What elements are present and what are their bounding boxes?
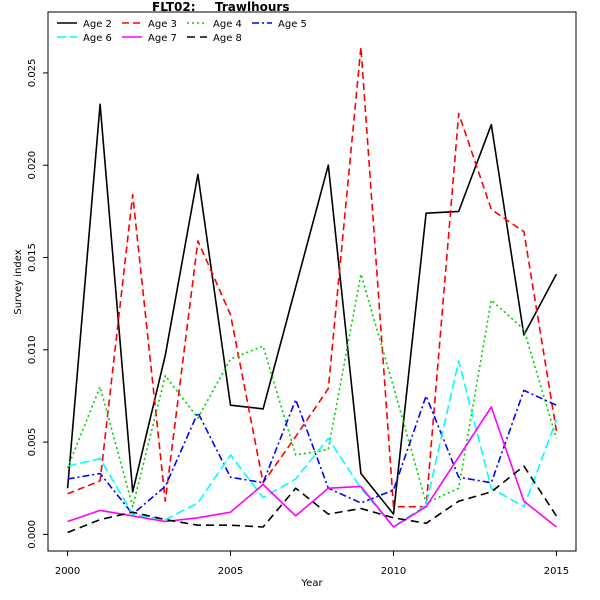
y-axis-label: Survey index — [13, 249, 24, 314]
series-line-age-2 — [66, 103, 558, 515]
x-tick-label: 2005 — [218, 566, 243, 577]
legend-label: Age 8 — [213, 33, 242, 44]
chart-title-right: Trawlhours — [215, 0, 289, 14]
series-line-age-6 — [67, 360, 558, 528]
legend-label: Age 7 — [148, 33, 177, 44]
series-layer — [66, 46, 558, 534]
series-line-age-4 — [66, 273, 558, 508]
x-tick-label: 2010 — [381, 566, 406, 577]
legend-label: Age 5 — [278, 19, 307, 30]
chart-title-left: FLT02: — [152, 0, 196, 14]
legend-label: Age 2 — [83, 19, 112, 30]
y-tick-label: 0.010 — [27, 335, 38, 364]
series-line-age-7 — [67, 406, 557, 528]
y-tick-label: 0.025 — [27, 59, 38, 88]
y-tick-label: 0.020 — [27, 151, 38, 180]
x-tick-label: 2000 — [55, 566, 80, 577]
x-axis-label: Year — [300, 578, 323, 589]
legend-label: Age 4 — [213, 19, 242, 30]
x-tick-label: 2015 — [544, 566, 569, 577]
series-line-age-5 — [67, 389, 557, 515]
legend: Age 2 Age 3 Age 4 Age 5 Age 6 Age 7 Age 8 — [57, 19, 307, 44]
series-line-age-3 — [67, 46, 558, 508]
y-tick-label: 0.000 — [27, 520, 38, 549]
legend-label: Age 3 — [148, 19, 177, 30]
axes-layer: 2000 2005 2010 2015 0.000 0.005 0.010 0.015 0.02… — [27, 59, 569, 577]
y-tick-label: 0.005 — [27, 428, 38, 457]
series-line-age-8 — [67, 465, 558, 534]
legend-label: Age 6 — [83, 33, 112, 44]
plot-frame — [47, 11, 577, 552]
y-tick-label: 0.015 — [27, 243, 38, 272]
